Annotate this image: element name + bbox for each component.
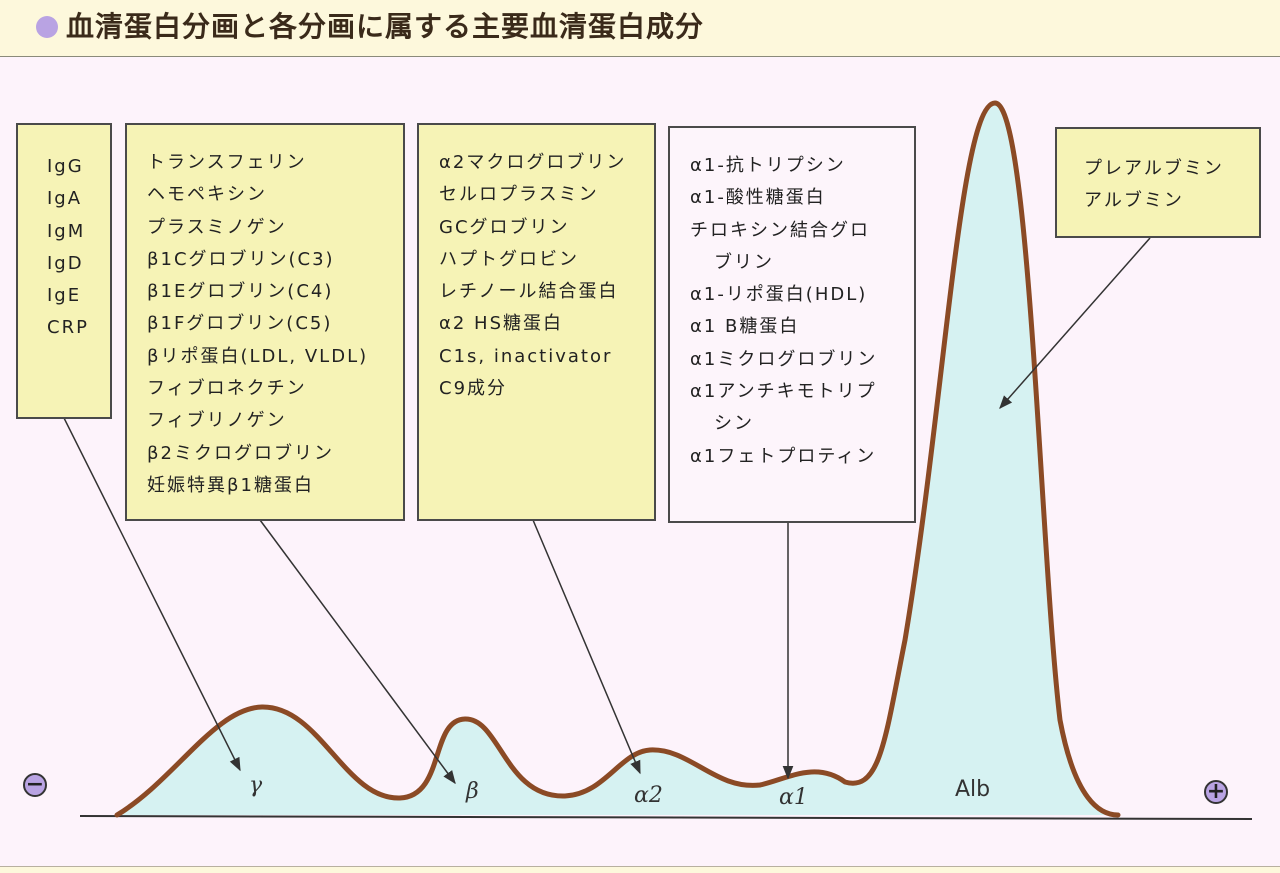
peak-label-gamma: γ bbox=[249, 773, 263, 798]
beta-proteins-box: トランスフェリン ヘモペキシン プラスミノゲン β1Cグロブリン(C3) β1Eグロブリ… bbox=[125, 123, 405, 521]
arrow-gamma bbox=[63, 417, 241, 772]
beta-protein-item: β1Fグロブリン(C5) bbox=[147, 313, 333, 335]
alpha1-protein-item: α1 B糖蛋白 bbox=[690, 316, 800, 338]
positive-pole-icon: + bbox=[1204, 780, 1228, 804]
alpha1-protein-item: α1フェトプロティン bbox=[690, 445, 877, 467]
footer-bar bbox=[0, 866, 1280, 873]
peak-label-beta: β bbox=[466, 779, 479, 804]
alpha2-protein-item: セルロプラスミン bbox=[439, 184, 599, 206]
beta-protein-item: 妊娠特異β1糖蛋白 bbox=[147, 474, 314, 496]
header: 血清蛋白分画と各分画に属する主要血清蛋白成分 bbox=[0, 0, 1280, 57]
alpha2-protein-item: C9成分 bbox=[439, 378, 508, 400]
gamma-protein-item: IgM bbox=[47, 220, 86, 242]
negative-pole-icon: − bbox=[23, 773, 47, 797]
alpha2-protein-item: GCグロブリン bbox=[439, 216, 570, 238]
beta-protein-item: トランスフェリン bbox=[147, 152, 307, 173]
alpha1-protein-item: α1-リポ蛋白(HDL) bbox=[690, 284, 868, 306]
gamma-protein-item: CRP bbox=[47, 317, 89, 339]
arrow-alpha2 bbox=[532, 519, 641, 775]
beta-protein-item: βリポ蛋白(LDL, VLDL) bbox=[147, 345, 369, 367]
gamma-protein-item: IgG bbox=[47, 156, 84, 177]
alpha2-proteins-box: α2マクログロブリン セルロプラスミン GCグロブリン ハプトグロビンレチノール結合蛋… bbox=[417, 123, 656, 521]
baseline bbox=[79, 815, 1253, 820]
arrow-albumin bbox=[999, 237, 1151, 410]
alpha1-protein-item: α1アンチキモトリプ bbox=[690, 381, 877, 403]
alpha1-protein-item: α1-抗トリプシン bbox=[690, 155, 846, 176]
alpha2-protein-item: レチノール結合蛋白 bbox=[439, 281, 619, 303]
beta-protein-item: β2ミクログロブリン bbox=[147, 442, 334, 464]
alpha2-protein-item: α2 HS糖蛋白 bbox=[439, 313, 563, 335]
gamma-protein-item: IgD bbox=[47, 252, 84, 274]
albumin-proteins-box: プレアルブミン アルブミン bbox=[1055, 127, 1261, 238]
beta-protein-item: プラスミノゲン bbox=[147, 216, 287, 238]
alpha1-protein-item: チロキシン結合グロ bbox=[690, 219, 870, 241]
alpha1-protein-item: ブリン bbox=[714, 251, 774, 273]
page-title: 血清蛋白分画と各分画に属する主要血清蛋白成分 bbox=[66, 10, 705, 43]
gamma-proteins-box: IgG IgA IgM IgD IgE CRP bbox=[16, 123, 112, 419]
alpha1-protein-item: α1-酸性糖蛋白 bbox=[690, 187, 826, 209]
beta-protein-item: フィブロネクチン bbox=[147, 378, 307, 400]
alpha1-proteins-box: α1-抗トリプシン α1-酸性糖蛋白チロキシン結合グロブリン α1-リポ蛋白(HDL… bbox=[668, 126, 916, 523]
alpha1-protein-item: シン bbox=[714, 413, 754, 435]
arrow-beta bbox=[259, 519, 456, 785]
curve-fill bbox=[117, 103, 1118, 815]
densitometry-curve bbox=[114, 100, 1121, 818]
albumin-protein-item: プレアルブミン bbox=[1084, 158, 1224, 179]
alpha2-protein-item: ハプトグロビン bbox=[439, 248, 579, 270]
beta-protein-item: ヘモペキシン bbox=[147, 184, 267, 206]
peak-label-alpha1: α1 bbox=[779, 785, 808, 810]
bullet-icon bbox=[36, 16, 58, 38]
beta-protein-item: フィブリノゲン bbox=[147, 410, 287, 432]
peak-label-alpha2: α2 bbox=[634, 783, 663, 808]
beta-protein-item: β1Cグロブリン(C3) bbox=[147, 248, 335, 270]
gamma-protein-item: IgA bbox=[47, 188, 83, 210]
peak-label-albumin: Alb bbox=[955, 777, 991, 802]
alpha2-protein-item: α2マクログロブリン bbox=[439, 152, 627, 173]
alpha2-protein-item: C1s, inactivator bbox=[439, 345, 613, 367]
gamma-protein-item: IgE bbox=[47, 285, 82, 307]
alpha1-protein-item: α1ミクログロブリン bbox=[690, 348, 878, 370]
albumin-protein-item: アルブミン bbox=[1084, 190, 1184, 212]
beta-protein-item: β1Eグロブリン(C4) bbox=[147, 281, 334, 303]
